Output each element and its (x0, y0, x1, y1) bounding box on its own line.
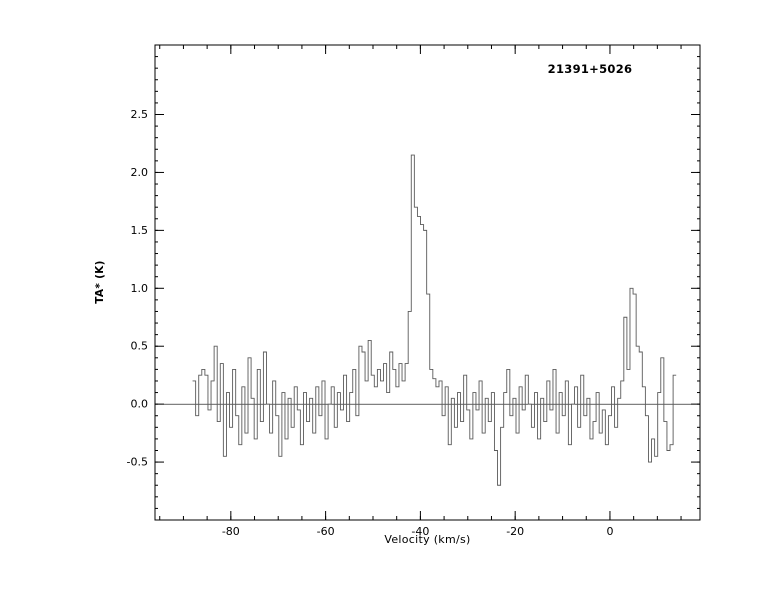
plot-frame (154, 44, 701, 521)
x-tick-label: -40 (411, 525, 429, 538)
y-tick-label: 0.0 (131, 398, 149, 411)
y-tick-label: 1.5 (131, 224, 149, 237)
y-tick-label: -0.5 (127, 456, 148, 469)
x-tick-label: -20 (506, 525, 524, 538)
x-tick-label: 0 (606, 525, 613, 538)
y-tick-label: 1.0 (131, 282, 149, 295)
y-tick-label: 2.5 (131, 108, 149, 121)
x-tick-label: -80 (222, 525, 240, 538)
spectrum-trace (192, 154, 677, 486)
x-tick-label: -60 (317, 525, 335, 538)
source-name-label: 21391+5026 (547, 62, 633, 76)
y-axis-label: TA* (K) (94, 260, 106, 304)
y-tick-label: 0.5 (131, 340, 149, 353)
x-axis-label: Velocity (km/s) (384, 533, 471, 546)
y-tick-label: 2.0 (131, 166, 149, 179)
